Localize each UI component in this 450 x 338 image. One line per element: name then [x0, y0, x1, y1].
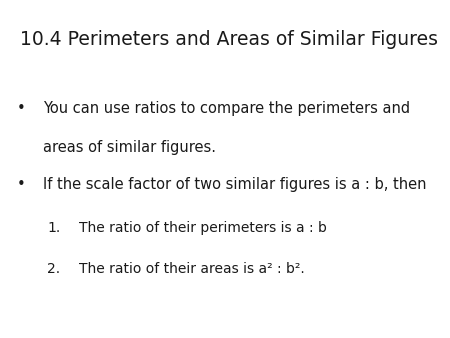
- Text: 1.: 1.: [47, 221, 60, 235]
- Text: The ratio of their perimeters is a : b: The ratio of their perimeters is a : b: [79, 221, 327, 235]
- Text: 2.: 2.: [47, 262, 60, 276]
- Text: You can use ratios to compare the perimeters and: You can use ratios to compare the perime…: [43, 101, 410, 116]
- Text: The ratio of their areas is a² : b².: The ratio of their areas is a² : b².: [79, 262, 305, 276]
- Text: 10.4 Perimeters and Areas of Similar Figures: 10.4 Perimeters and Areas of Similar Fig…: [20, 30, 438, 49]
- Text: •: •: [17, 101, 26, 116]
- Text: If the scale factor of two similar figures is a : b, then: If the scale factor of two similar figur…: [43, 177, 426, 192]
- Text: areas of similar figures.: areas of similar figures.: [43, 140, 216, 155]
- Text: •: •: [17, 177, 26, 192]
